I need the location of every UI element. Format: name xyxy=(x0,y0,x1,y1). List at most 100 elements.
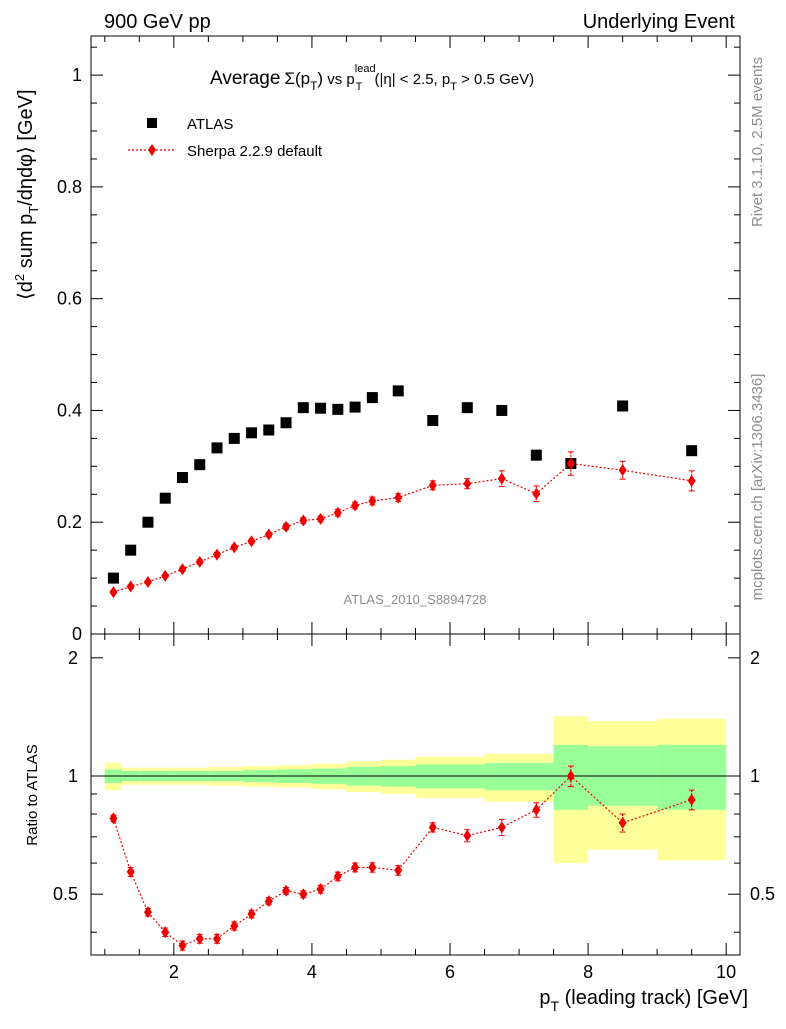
sherpa-point xyxy=(497,472,506,485)
atlas-point xyxy=(461,402,473,414)
header-left: 900 GeV pp xyxy=(104,11,211,33)
atlas-point xyxy=(349,401,361,413)
sherpa-ratio-point xyxy=(126,865,135,878)
atlas-point xyxy=(142,516,154,528)
atlas-point xyxy=(125,544,137,556)
sherpa-ratio-point xyxy=(316,883,325,896)
main-ylabel: ⟨d2 sum pT/dηdφ⟩ [GeV] xyxy=(12,89,41,300)
sherpa-point xyxy=(282,520,291,533)
sherpa-ratio-point xyxy=(161,926,170,939)
sherpa-point xyxy=(316,512,325,525)
y-tick-label: 0.6 xyxy=(57,289,82,309)
sherpa-ratio-point xyxy=(463,829,472,842)
atlas-point xyxy=(392,385,404,397)
sherpa-ratio-point xyxy=(143,906,152,919)
x-tick-label: 8 xyxy=(583,962,593,982)
sherpa-point xyxy=(213,548,222,561)
atlas-point xyxy=(246,427,258,439)
sherpa-ratio-point xyxy=(428,821,437,834)
legend-sherpa-marker xyxy=(148,144,156,156)
sherpa-point xyxy=(351,499,360,512)
sherpa-ratio-point xyxy=(264,895,273,908)
sherpa-point xyxy=(532,487,541,500)
sherpa-ratio-point xyxy=(497,821,506,834)
sherpa-point xyxy=(126,580,135,593)
sherpa-point xyxy=(428,479,437,492)
sherpa-point xyxy=(161,569,170,582)
sherpa-point xyxy=(143,576,152,589)
sherpa-point xyxy=(264,528,273,541)
atlas-point xyxy=(159,492,171,504)
ratio-y-tick-label-right: 1 xyxy=(750,766,760,786)
legend-atlas-label: ATLAS xyxy=(187,116,233,133)
header-right: Underlying Event xyxy=(583,11,736,33)
sherpa-point xyxy=(230,541,239,554)
sherpa-ratio-point xyxy=(618,816,627,829)
x-axis-label: pT (leading track) [GeV] xyxy=(539,987,748,1014)
sherpa-point xyxy=(463,477,472,490)
mcplots-label: mcplots.cern.ch [arXiv:1306.3436] xyxy=(749,374,766,601)
atlas-point xyxy=(496,404,508,416)
x-tick-label: 6 xyxy=(445,962,455,982)
atlas-point xyxy=(315,402,327,414)
sherpa-point xyxy=(618,464,627,477)
sherpa-ratio-point xyxy=(687,793,696,806)
sherpa-point xyxy=(109,586,118,599)
sherpa-point xyxy=(299,514,308,527)
sherpa-ratio-line xyxy=(112,775,692,947)
y-tick-label: 0 xyxy=(72,624,82,644)
sherpa-point xyxy=(195,555,204,568)
sherpa-point xyxy=(247,535,256,548)
ratio-y-tick-label: 0.5 xyxy=(53,884,78,904)
y-tick-label: 0.8 xyxy=(57,177,82,197)
atlas-point xyxy=(366,392,378,404)
atlas-point xyxy=(617,400,629,412)
sherpa-ratio-point xyxy=(247,908,256,921)
atlas-point xyxy=(211,442,223,454)
sherpa-line xyxy=(113,462,692,593)
ratio-band-inner xyxy=(484,762,554,791)
atlas-point xyxy=(297,402,309,414)
sherpa-point xyxy=(394,491,403,504)
atlas-point xyxy=(228,432,240,444)
sherpa-ratio-point xyxy=(195,932,204,945)
ratio-y-tick-label-right: 0.5 xyxy=(750,884,775,904)
ratio-y-tick-label: 2 xyxy=(68,648,78,668)
sherpa-point xyxy=(566,457,575,470)
rivet-label: Rivet 3.1.10, 2.5M events xyxy=(749,57,766,227)
ratio-y-tick-label-right: 2 xyxy=(750,648,760,668)
atlas-point xyxy=(427,415,439,427)
sherpa-point xyxy=(368,494,377,507)
x-tick-label: 4 xyxy=(307,962,317,982)
atlas-point xyxy=(263,424,275,436)
legend-atlas-marker xyxy=(147,118,157,128)
sherpa-ratio-point xyxy=(532,803,541,816)
analysis-watermark: ATLAS_2010_S8894728 xyxy=(344,592,487,607)
ratio-ylabel: Ratio to ATLAS xyxy=(24,744,41,845)
atlas-point xyxy=(686,445,698,457)
sherpa-ratio-point xyxy=(109,812,118,825)
sherpa-ratio-point xyxy=(368,861,377,874)
sherpa-ratio-point xyxy=(351,861,360,874)
sherpa-ratio-point xyxy=(282,884,291,897)
sherpa-ratio-point xyxy=(394,864,403,877)
y-tick-label: 1 xyxy=(72,65,82,85)
x-tick-label: 2 xyxy=(169,962,179,982)
y-tick-label: 0.2 xyxy=(57,512,82,532)
atlas-point xyxy=(107,572,119,584)
sherpa-ratio-point xyxy=(299,888,308,901)
atlas-point xyxy=(530,449,542,461)
ratio-y-tick-label: 1 xyxy=(68,766,78,786)
sherpa-ratio-point xyxy=(566,770,575,783)
sherpa-ratio-point xyxy=(178,939,187,952)
plot-marks: 2 4 6 8 10 0 0.2 0.4 0.6 0.8 1 0.5 0.5 1 1 2 2 xyxy=(53,35,775,982)
sherpa-ratio-point xyxy=(213,932,222,945)
legend-sherpa-label: Sherpa 2.2.9 default xyxy=(187,143,323,160)
atlas-point xyxy=(176,472,188,484)
main-title: Average Σ(pT) vs plead T (|η| < 2.5, pT > … xyxy=(210,63,534,93)
legend: ATLAS Sherpa 2.2.9 default xyxy=(128,116,323,160)
atlas-point xyxy=(332,403,344,415)
sherpa-point xyxy=(687,474,696,487)
x-tick-label: 10 xyxy=(716,962,736,982)
